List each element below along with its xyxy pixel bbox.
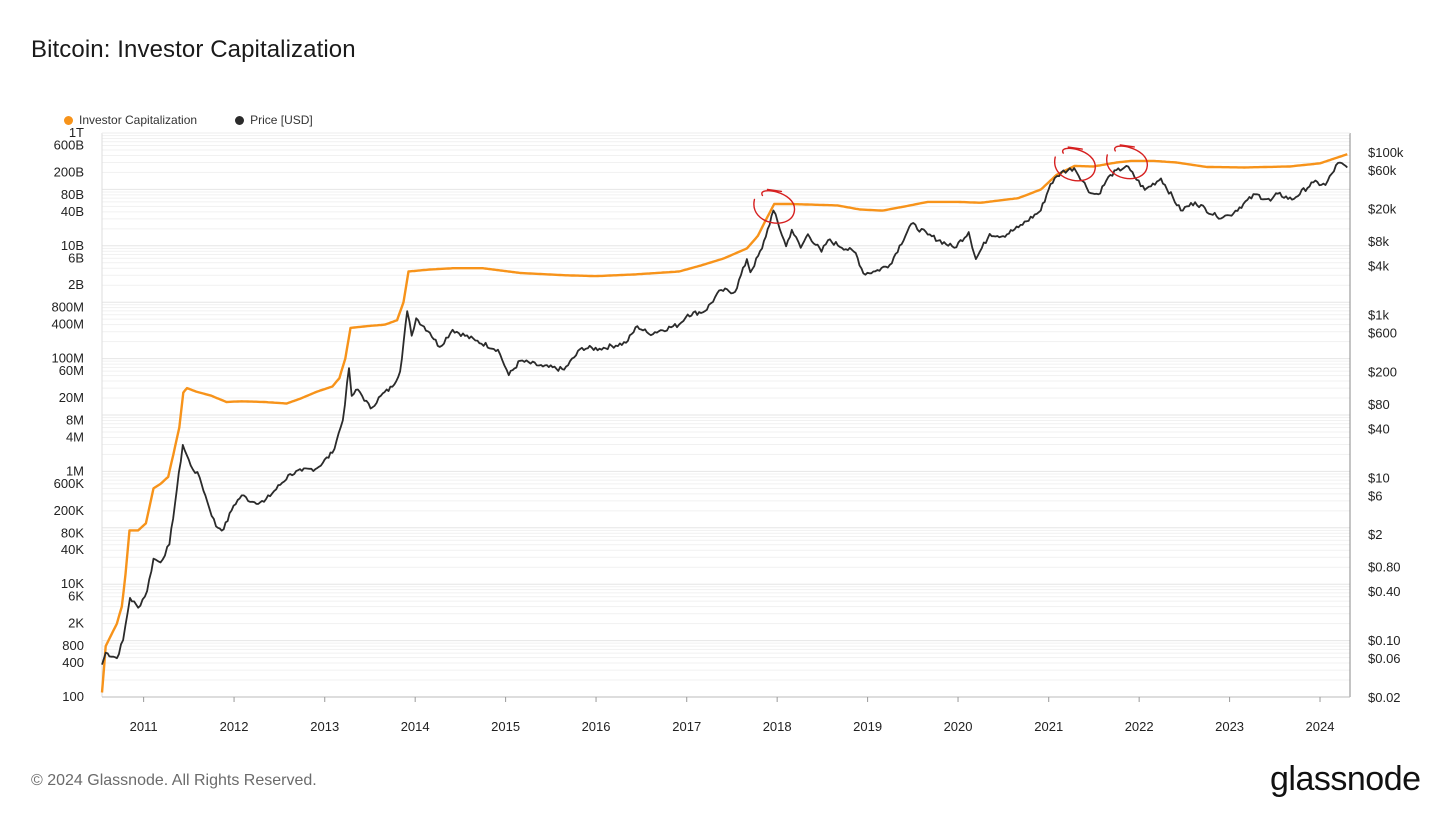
investor-cap-line — [100, 153, 1348, 693]
x-axis-tick-label: 2024 — [1306, 719, 1335, 734]
right-axis-tick-label: $60k — [1368, 163, 1397, 178]
page-title: Bitcoin: Investor Capitalization — [31, 36, 356, 63]
left-axis-tick-label: 8M — [66, 412, 84, 427]
copyright-text: © 2024 Glassnode. All Rights Reserved. — [31, 772, 317, 789]
left-axis-tick-label: 400 — [62, 655, 84, 670]
left-axis-tick-label: 20M — [59, 390, 84, 405]
legend-dot-investor-cap — [64, 115, 73, 125]
left-axis-tick-label: 100 — [62, 689, 84, 704]
right-axis-tick-label: $4k — [1368, 259, 1389, 274]
left-axis-tick-label: 60M — [59, 363, 84, 378]
right-axis-tick-label: $0.02 — [1368, 690, 1401, 705]
right-axis-tick-label: $0.10 — [1368, 633, 1401, 648]
left-axis-tick-label: 600K — [54, 476, 85, 491]
right-axis-tick-label: $2 — [1368, 527, 1382, 542]
left-axis-tick-label: 80B — [61, 187, 84, 202]
left-axis-tick-label: 200K — [54, 503, 85, 518]
left-axis-tick-label: 80K — [61, 525, 84, 540]
chart-legend: Investor Capitalization Price [USD] — [64, 113, 313, 127]
right-axis-tick-label: $80 — [1368, 397, 1390, 412]
left-axis-tick-label: 10B — [61, 238, 84, 253]
left-axis-tick-label: 200B — [54, 164, 84, 179]
x-axis-tick-label: 2023 — [1215, 719, 1244, 734]
right-axis-tick-label: $100k — [1368, 145, 1404, 160]
annotation-circle — [753, 188, 796, 224]
legend-item-investor-cap[interactable]: Investor Capitalization — [64, 113, 197, 127]
left-axis-tick-label: 100M — [51, 351, 84, 366]
left-axis-tick-label: 40K — [61, 542, 84, 557]
x-axis-tick-label: 2015 — [491, 719, 520, 734]
right-axis-tick-label: $8k — [1368, 234, 1389, 249]
legend-dot-price — [235, 115, 245, 125]
left-axis-tick-label: 400M — [51, 317, 84, 332]
x-axis-tick-label: 2019 — [853, 719, 882, 734]
x-axis-tick-label: 2018 — [763, 719, 792, 734]
x-axis-tick-label: 2014 — [401, 719, 430, 734]
left-axis-tick-label: 1T — [69, 125, 84, 140]
left-axis-tick-label: 6K — [68, 589, 84, 604]
x-axis-tick-label: 2013 — [310, 719, 339, 734]
x-axis-tick-label: 2017 — [672, 719, 701, 734]
x-axis-tick-label: 2012 — [220, 719, 249, 734]
annotation-circle — [1054, 146, 1096, 182]
left-axis-tick-label: 2B — [68, 277, 84, 292]
right-axis-tick-label: $600 — [1368, 326, 1397, 341]
x-axis-tick-label: 2020 — [944, 719, 973, 734]
left-axis-tick-label: 800M — [51, 300, 84, 315]
right-axis-tick-label: $20k — [1368, 202, 1397, 217]
right-axis-tick-label: $0.80 — [1368, 560, 1401, 575]
right-axis-tick-label: $0.40 — [1368, 584, 1401, 599]
x-axis-tick-label: 2011 — [130, 719, 158, 734]
annotation-circle — [1106, 144, 1148, 180]
right-axis-tick-label: $10 — [1368, 470, 1390, 485]
legend-item-price[interactable]: Price [USD] — [235, 113, 313, 127]
left-axis-tick-label: 600B — [54, 138, 84, 153]
left-axis-tick-label: 10K — [61, 576, 84, 591]
right-axis-tick-label: $1k — [1368, 308, 1389, 323]
glassnode-logo: glassnode — [1270, 760, 1421, 798]
right-axis-tick-label: $200 — [1368, 364, 1397, 379]
right-axis-tick-label: $0.06 — [1368, 651, 1401, 666]
left-axis-tick-label: 40B — [61, 204, 84, 219]
left-axis-tick-label: 2K — [68, 616, 84, 631]
right-axis-tick-label: $6 — [1368, 488, 1382, 503]
legend-label-price: Price [USD] — [250, 113, 313, 127]
left-axis-tick-label: 4M — [66, 429, 84, 444]
x-axis-tick-label: 2021 — [1034, 719, 1063, 734]
x-axis-tick-label: 2022 — [1125, 719, 1154, 734]
left-axis-tick-label: 6B — [68, 250, 84, 265]
x-axis-tick-label: 2016 — [582, 719, 611, 734]
left-axis-tick-label: 1M — [66, 463, 84, 478]
left-axis-tick-label: 800 — [62, 638, 84, 653]
price-line — [101, 161, 1348, 665]
legend-label-investor-cap: Investor Capitalization — [79, 113, 198, 127]
right-axis-tick-label: $40 — [1368, 421, 1390, 436]
